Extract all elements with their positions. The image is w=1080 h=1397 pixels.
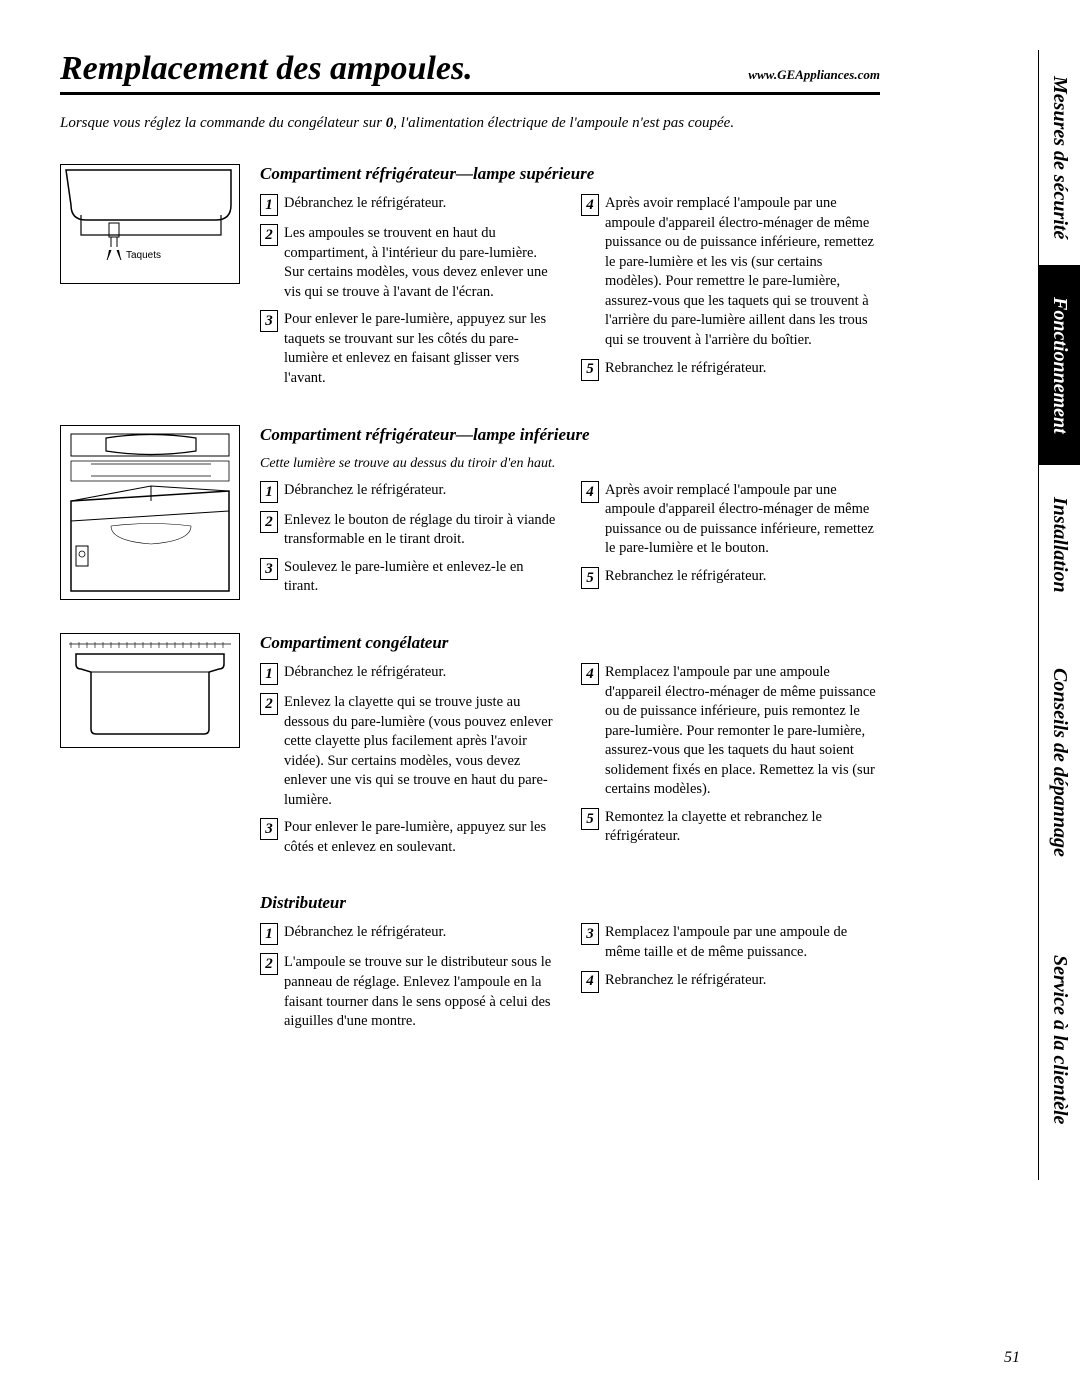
step-num: 3: [260, 310, 278, 332]
section-title: Compartiment réfrigérateur—lampe inférie…: [260, 425, 880, 445]
right-col: 3 Remplacez l'ampoule par une ampoule de …: [581, 923, 880, 1039]
step-num: 4: [581, 663, 599, 685]
illustration-3: [60, 633, 240, 866]
step-num: 1: [260, 663, 278, 685]
drawer-icon: [61, 426, 239, 599]
step-num: 2: [260, 224, 278, 246]
side-tabs: Mesures de sécurité Fonctionnement Insta…: [1038, 50, 1080, 1210]
step-num: 5: [581, 359, 599, 381]
section-title: Compartiment congélateur: [260, 633, 880, 653]
right-col: 4 Remplacez l'ampoule par une ampoule d'a…: [581, 663, 880, 866]
step-num: 2: [260, 693, 278, 715]
left-col: 1 Débranchez le réfrigérateur. 2 Les ampou…: [260, 194, 559, 397]
step-text: Débranchez le réfrigérateur.: [284, 194, 559, 214]
light-shield-icon: [61, 165, 239, 283]
step-text: Enlevez la clayette qui se trouve juste …: [284, 693, 559, 810]
step-text: Après avoir remplacé l'ampoule par une a…: [605, 481, 880, 559]
section-title: Compartiment réfrigérateur—lampe supérie…: [260, 164, 880, 184]
tab-mesures: Mesures de sécurité: [1038, 50, 1080, 265]
tab-fonctionnement: Fonctionnement: [1038, 265, 1080, 465]
step-num: 4: [581, 971, 599, 993]
section-note: Cette lumière se trouve au dessus du tir…: [260, 455, 880, 473]
step-num: 5: [581, 567, 599, 589]
step-num: 2: [260, 953, 278, 975]
step-text: Rebranchez le réfrigérateur.: [605, 971, 880, 991]
illustration-2: [60, 425, 240, 605]
step-text: Débranchez le réfrigérateur.: [284, 663, 559, 683]
left-col: 1 Débranchez le réfrigérateur. 2 L'ampoule…: [260, 923, 559, 1039]
step-text: Rebranchez le réfrigérateur.: [605, 567, 880, 587]
illustration-4-empty: [60, 893, 240, 1039]
step-text: L'ampoule se trouve sur le distributeur …: [284, 953, 559, 1031]
step-num: 4: [581, 194, 599, 216]
left-col: 1 Débranchez le réfrigérateur. 2 Enlevez l…: [260, 481, 559, 605]
step-text: Pour enlever le pare-lumière, appuyez su…: [284, 818, 559, 857]
intro-post: , l'alimentation électrique de l'ampoule…: [393, 115, 734, 131]
page-title: Remplacement des ampoules.: [60, 50, 473, 88]
step-text: Débranchez le réfrigérateur.: [284, 923, 559, 943]
illustration-1: Taquets: [60, 164, 240, 397]
right-col: 4 Après avoir remplacé l'ampoule par une …: [581, 481, 880, 605]
section-lower-lamp: Compartiment réfrigérateur—lampe inférie…: [60, 425, 880, 605]
step-num: 4: [581, 481, 599, 503]
step-num: 3: [260, 558, 278, 580]
section-title: Distributeur: [260, 893, 880, 913]
step-num: 2: [260, 511, 278, 533]
step-text: Après avoir remplacé l'ampoule par une a…: [605, 194, 880, 351]
tab-conseils: Conseils de dépannage: [1038, 625, 1080, 900]
step-num: 1: [260, 194, 278, 216]
section-upper-lamp: Taquets Compartiment réfrigérateur—lampe…: [60, 164, 880, 397]
tab-installation: Installation: [1038, 465, 1080, 625]
step-text: Soulevez le pare-lumière et enlevez-le e…: [284, 558, 559, 597]
left-col: 1 Débranchez le réfrigérateur. 2 Enlevez l…: [260, 663, 559, 866]
intro-pre: Lorsque vous réglez la commande du congé…: [60, 115, 386, 131]
right-col: 4 Après avoir remplacé l'ampoule par une …: [581, 194, 880, 397]
step-text: Remplacez l'ampoule par une ampoule de m…: [605, 923, 880, 962]
step-text: Remplacez l'ampoule par une ampoule d'ap…: [605, 663, 880, 800]
content: Remplacement des ampoules. www.GEApplian…: [60, 50, 880, 1040]
step-text: Pour enlever le pare-lumière, appuyez su…: [284, 310, 559, 388]
section-freezer: Compartiment congélateur 1 Débranchez le …: [60, 633, 880, 866]
step-num: 1: [260, 481, 278, 503]
tab-service: Service à la clientèle: [1038, 900, 1080, 1180]
freezer-shield-icon: [61, 634, 239, 747]
step-num: 3: [581, 923, 599, 945]
step-num: 5: [581, 808, 599, 830]
step-num: 1: [260, 923, 278, 945]
step-num: 3: [260, 818, 278, 840]
taquets-label: Taquets: [126, 250, 161, 261]
page: Mesures de sécurité Fonctionnement Insta…: [0, 0, 1080, 1397]
step-text: Rebranchez le réfrigérateur.: [605, 359, 880, 379]
step-text: Les ampoules se trouvent en haut du comp…: [284, 224, 559, 302]
title-row: Remplacement des ampoules. www.GEApplian…: [60, 50, 880, 95]
url: www.GEAppliances.com: [748, 67, 880, 83]
step-text: Débranchez le réfrigérateur.: [284, 481, 559, 501]
intro-text: Lorsque vous réglez la commande du congé…: [60, 113, 880, 134]
section-dispenser: Distributeur 1 Débranchez le réfrigérateu…: [60, 893, 880, 1039]
page-number: 51: [1004, 1349, 1020, 1367]
step-text: Remontez la clayette et rebranchez le ré…: [605, 808, 880, 847]
step-text: Enlevez le bouton de réglage du tiroir à…: [284, 511, 559, 550]
